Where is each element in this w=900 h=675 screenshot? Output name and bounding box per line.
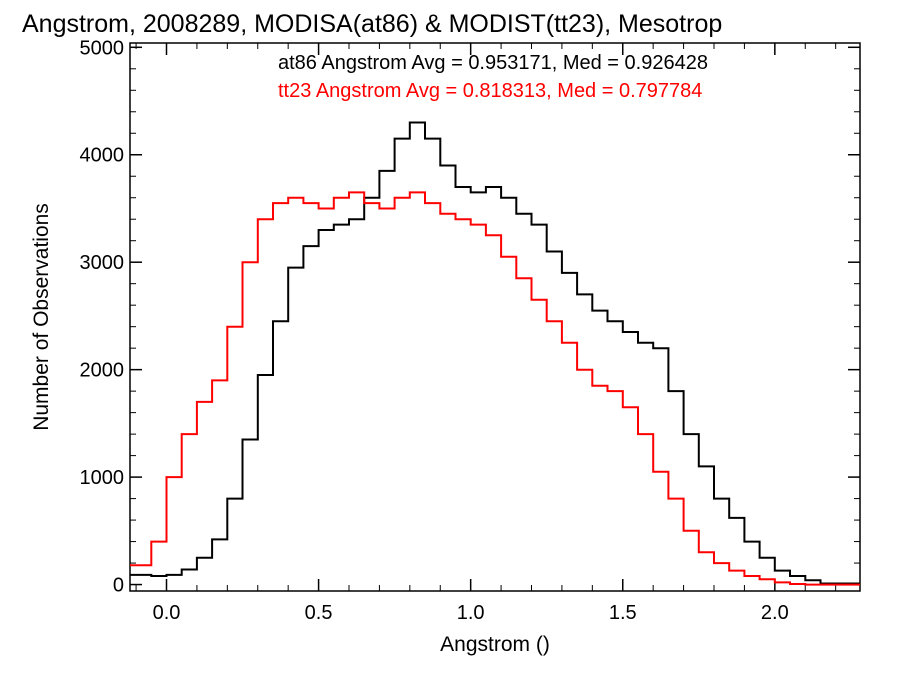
x-tick-label: 1.5	[609, 602, 637, 624]
plot-frame	[129, 42, 861, 592]
x-tick-label: 2.0	[761, 602, 789, 624]
y-tick-label: 4000	[80, 145, 125, 167]
y-tick-label: 3000	[80, 252, 125, 274]
tt23-stats-annotation: tt23 Angstrom Avg = 0.818313, Med = 0.79…	[278, 80, 702, 102]
series-group	[130, 121, 860, 586]
y-tick-label: 1000	[80, 467, 125, 489]
tt23-series-line	[130, 191, 860, 586]
x-axis-ticks: 0.0 0.5 1.0 1.5 2.0	[135, 43, 837, 624]
y-tick-label: 0	[113, 575, 124, 597]
at86-stats-annotation: at86 Angstrom Avg = 0.953171, Med = 0.92…	[278, 52, 708, 74]
x-axis-label: Angstrom ()	[440, 633, 550, 656]
at86-series-line	[130, 121, 860, 585]
y-axis-label: Number of Observations	[30, 203, 53, 431]
x-tick-label: 0.5	[305, 602, 333, 624]
x-tick-label: 0.0	[153, 602, 181, 624]
chart-title: Angstrom, 2008289, MODISA(at86) & MODIST…	[22, 10, 722, 38]
x-tick-label: 1.0	[457, 602, 485, 624]
y-tick-label: 2000	[80, 360, 125, 382]
y-axis-ticks: 0 1000 2000 3000 4000 5000	[80, 37, 860, 597]
y-tick-label: 5000	[80, 37, 125, 59]
